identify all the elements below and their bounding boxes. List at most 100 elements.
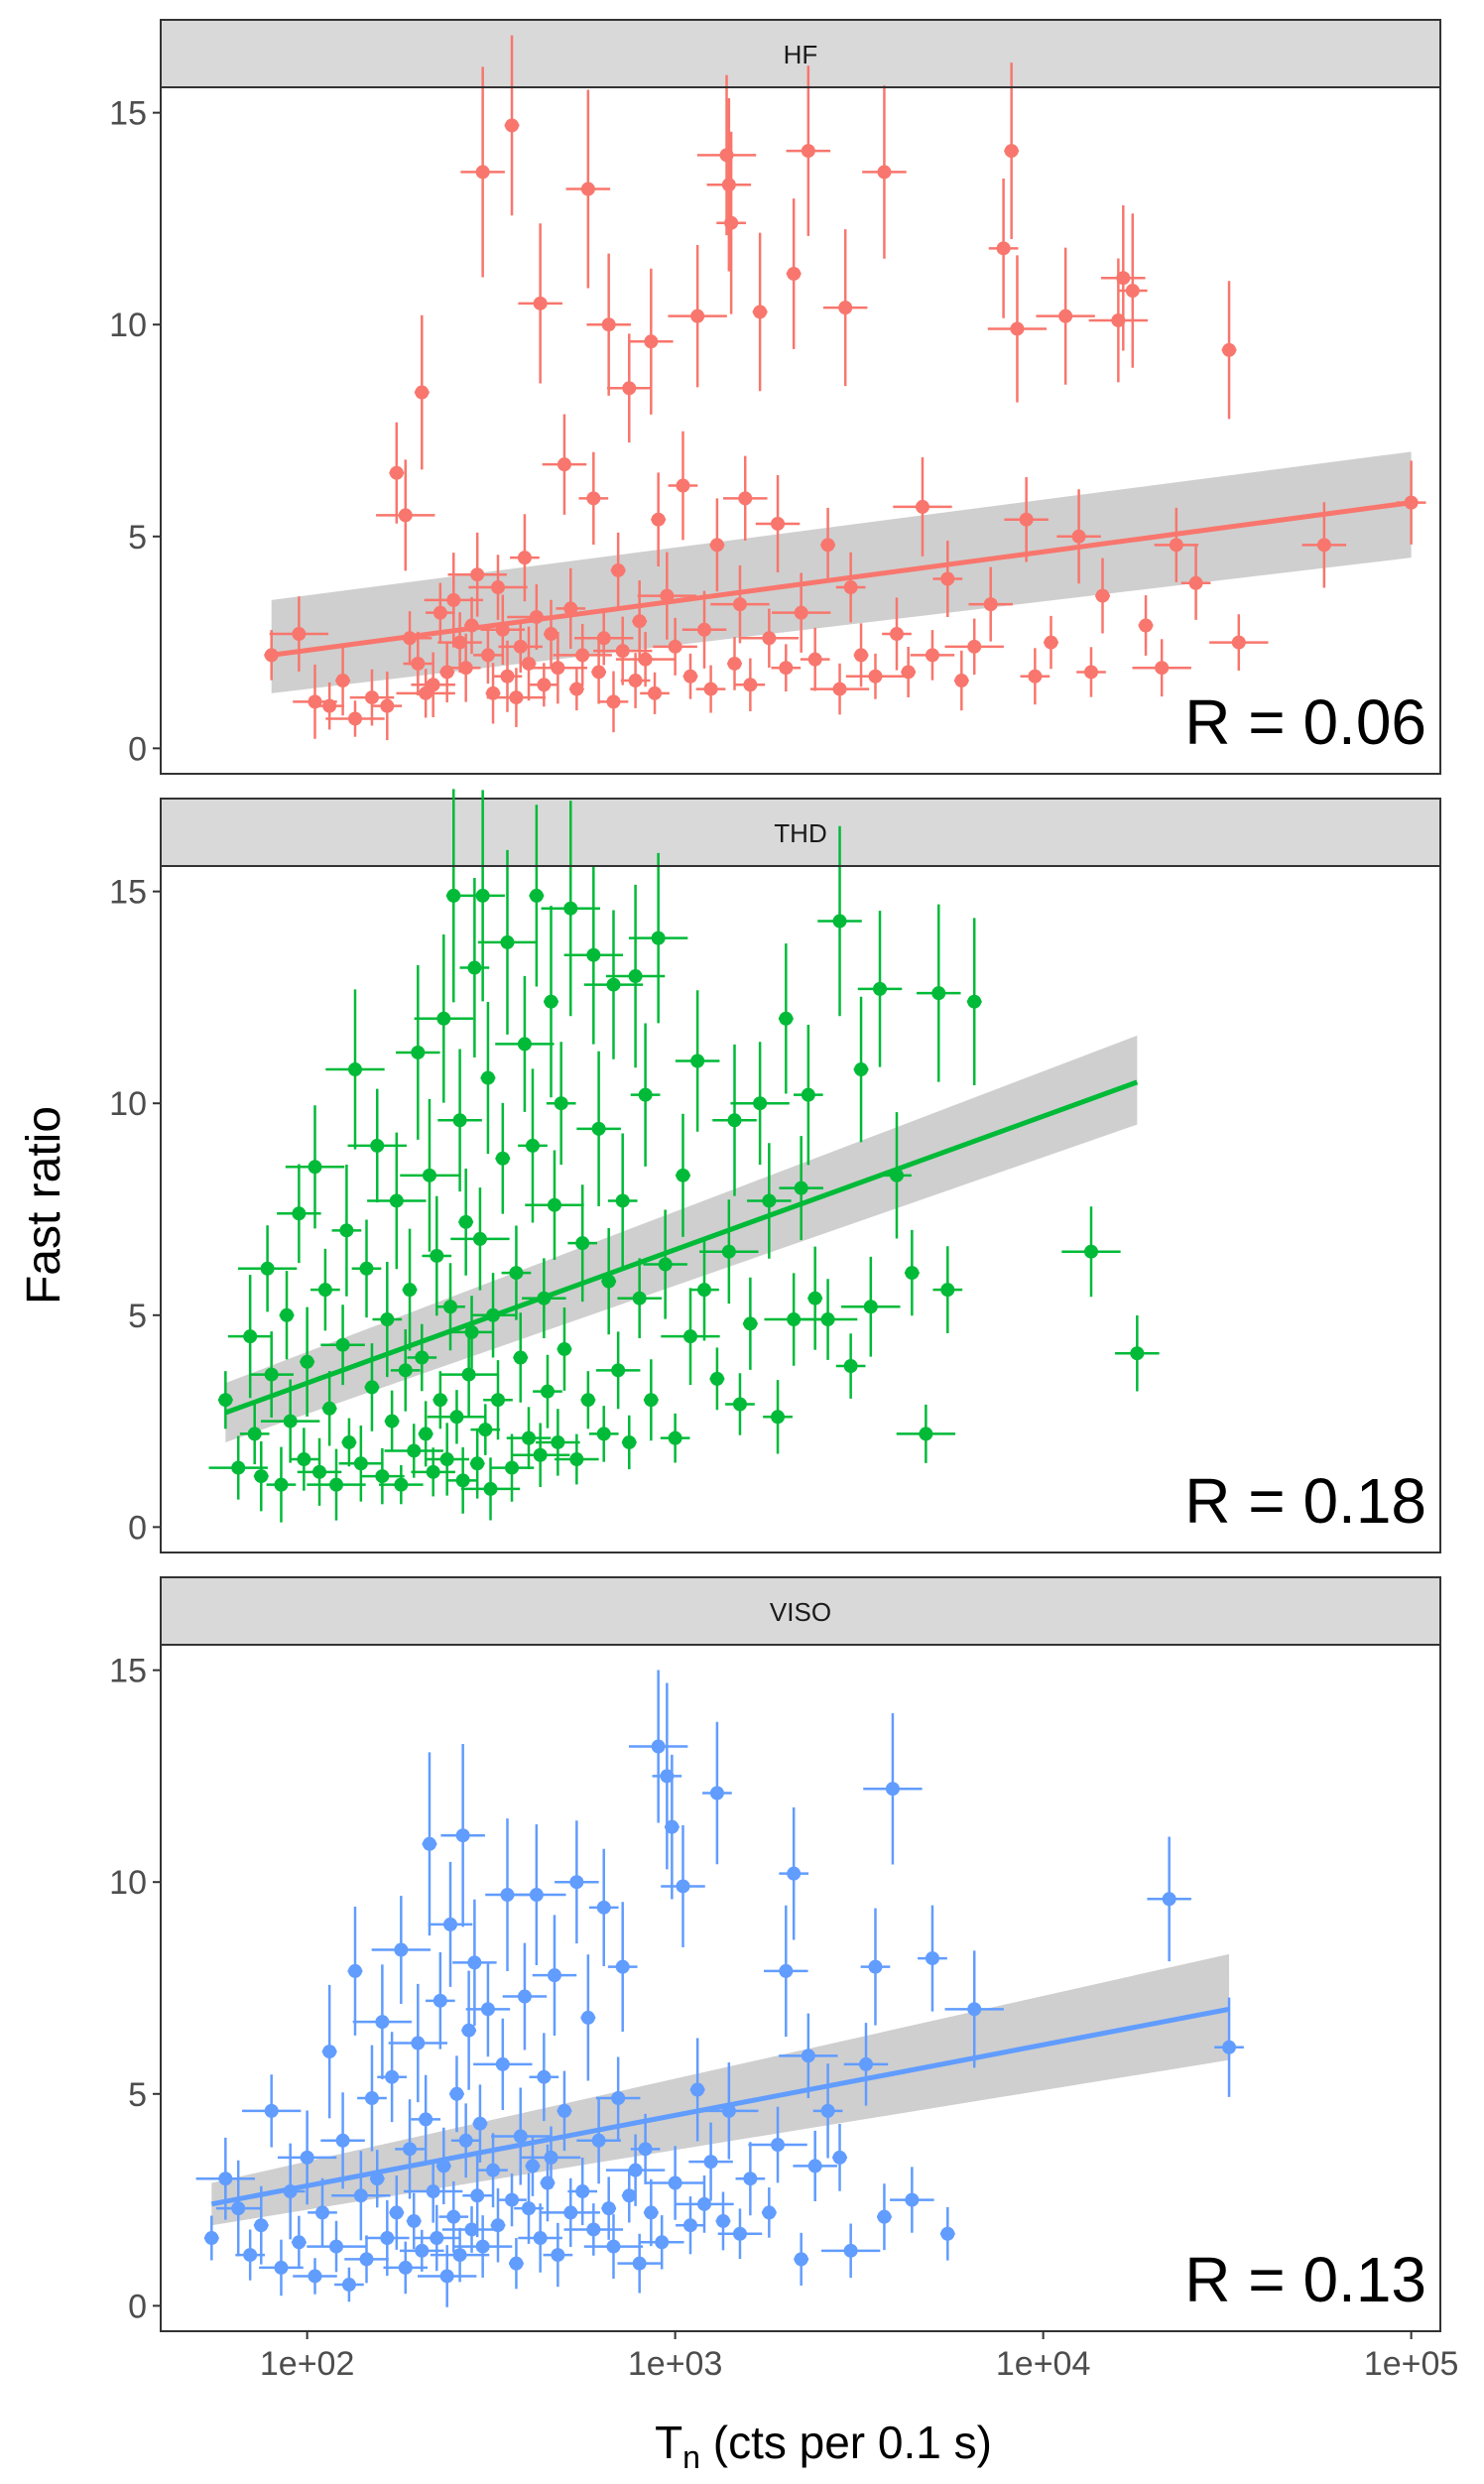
data-point — [383, 2241, 429, 2295]
data-point — [580, 1954, 596, 2081]
data-point — [377, 2032, 407, 2123]
data-point — [269, 596, 329, 672]
point-marker — [787, 266, 802, 281]
data-point — [285, 1105, 345, 1229]
plot-frame — [160, 865, 1441, 1553]
point-marker — [606, 977, 621, 992]
point-marker — [329, 1477, 344, 1492]
trend-line — [224, 1079, 1139, 1416]
point-marker — [446, 888, 461, 903]
data-point — [395, 2099, 425, 2199]
data-point — [486, 668, 547, 727]
point-marker — [940, 1283, 955, 1298]
data-point — [640, 672, 670, 714]
point-marker — [491, 1393, 506, 1408]
y-tick-label: 5 — [128, 519, 147, 557]
data-point — [533, 1354, 562, 1428]
point-marker — [505, 1460, 520, 1475]
data-point — [507, 1823, 566, 1966]
point-marker — [455, 1828, 470, 1843]
data-point — [1004, 62, 1020, 239]
strip-background — [160, 1576, 1441, 1646]
point-marker — [794, 605, 808, 620]
point-marker — [464, 2222, 479, 2237]
data-point — [761, 2187, 777, 2238]
data-point — [1214, 1997, 1244, 2097]
point-marker — [353, 1456, 368, 1471]
point-marker — [411, 656, 426, 671]
data-point — [215, 2160, 261, 2257]
point-marker — [591, 665, 606, 680]
point-marker — [446, 592, 461, 607]
point-marker — [709, 538, 724, 553]
data-point — [253, 2185, 269, 2265]
point-marker — [638, 1087, 653, 1102]
point-marker — [544, 627, 558, 642]
data-point — [1095, 558, 1110, 634]
data-point — [904, 1229, 920, 1316]
point-marker — [513, 639, 528, 654]
point-marker — [622, 1434, 637, 1449]
data-point — [414, 933, 473, 1103]
data-point — [518, 223, 562, 384]
point-marker — [280, 1307, 295, 1322]
point-marker — [415, 1350, 430, 1365]
data-point — [425, 1952, 455, 2049]
point-marker — [771, 1410, 786, 1425]
data-point — [835, 1333, 866, 1399]
point-marker — [727, 656, 742, 671]
data-point — [334, 2267, 364, 2302]
data-point — [495, 975, 555, 1112]
data-point — [433, 1371, 448, 1429]
data-point — [478, 2133, 508, 2208]
point-marker — [486, 2163, 501, 2177]
point-marker — [398, 508, 413, 523]
point-marker — [537, 2069, 552, 2084]
data-point — [742, 1277, 758, 1370]
data-point — [890, 2167, 934, 2233]
data-point — [763, 1380, 793, 1454]
point-marker — [243, 1329, 258, 1344]
point-marker — [743, 678, 758, 692]
point-marker — [480, 2002, 495, 2017]
point-marker — [690, 2082, 705, 2097]
point-marker — [858, 2056, 873, 2071]
point-marker — [762, 1193, 777, 1208]
point-marker — [347, 711, 362, 726]
data-point — [722, 455, 768, 542]
data-point — [529, 805, 545, 987]
data-point — [384, 1390, 400, 1452]
data-point — [529, 663, 559, 707]
data-point — [498, 620, 543, 674]
data-point — [376, 459, 435, 571]
data-point — [352, 1964, 413, 2079]
point-marker — [638, 652, 653, 667]
point-marker — [682, 1329, 697, 1344]
point-marker — [954, 674, 969, 688]
point-marker — [380, 2231, 395, 2246]
point-marker — [715, 2213, 730, 2228]
point-marker — [591, 1121, 606, 1136]
data-point — [518, 1068, 548, 1223]
data-point — [896, 1404, 956, 1463]
data-point — [817, 825, 862, 1017]
data-point — [1147, 1836, 1191, 1962]
x-tick-label: 1e+05 — [1364, 2345, 1459, 2383]
correlation-annotation: R = 0.06 — [1184, 686, 1426, 758]
data-point — [208, 1435, 268, 1500]
point-marker — [615, 644, 630, 659]
data-point — [588, 1406, 619, 1462]
data-point — [607, 1902, 638, 2033]
data-point — [661, 1825, 705, 1947]
data-point — [595, 1331, 641, 1410]
data-point — [427, 1390, 487, 1444]
data-point — [809, 663, 870, 715]
trend-line — [271, 500, 1412, 658]
point-marker — [940, 2226, 955, 2241]
data-point — [988, 178, 1019, 318]
data-point — [422, 1752, 437, 1936]
point-marker — [433, 1993, 447, 2008]
data-point — [483, 1360, 513, 1440]
point-marker — [628, 674, 643, 688]
data-point — [632, 580, 648, 663]
